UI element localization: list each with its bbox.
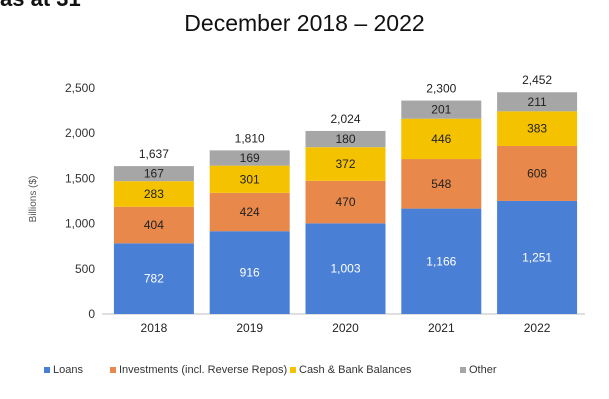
total-label: 1,637 [139,147,169,161]
total-label: 2,024 [330,112,360,126]
total-label: 2,452 [522,73,552,87]
y-tick-label: 1,500 [65,171,95,185]
data-label: 1,003 [330,262,360,276]
bar-segment [497,145,578,201]
data-label: 1,166 [426,254,456,268]
bar-segment [401,159,482,209]
y-axis-label: Billions ($) [28,176,39,223]
bars-layer [113,92,578,314]
data-label: 782 [144,272,164,286]
legend-marker [290,367,296,373]
data-label: 916 [240,266,260,280]
legend-marker [44,367,50,373]
legend-label: Cash & Bank Balances [299,364,412,376]
bar-segment [401,208,482,314]
data-label: 283 [144,187,164,201]
data-label: 169 [240,151,260,165]
bar-segment [209,165,290,193]
labels-layer: 782 404 283 167 1,637 2018 916 424 301 169 1,810 20… [139,73,553,335]
data-label: 372 [335,157,355,171]
bar-segment [113,206,194,244]
bar-segment [209,150,290,166]
x-tick-label: 2019 [236,321,263,335]
header-fragment: as at 31 [0,0,81,12]
data-label: 301 [240,172,260,186]
x-tick-label: 2020 [332,321,359,335]
data-label: 180 [335,132,355,146]
bar-segment [305,130,386,148]
bar-segment [209,231,290,314]
data-label: 404 [144,218,164,232]
bar-segment [401,118,482,160]
y-tick-label: 0 [88,307,95,321]
data-label: 608 [527,166,547,180]
data-label: 548 [431,177,451,191]
legend-label: Loans [53,364,83,376]
x-tick-label: 2021 [428,321,455,335]
bar-segment [209,192,290,232]
bar-segment [497,92,578,112]
total-label: 2,300 [426,82,456,96]
bar-segment [305,147,386,181]
data-label: 383 [527,122,547,136]
bar-segment [497,200,578,314]
data-label: 201 [431,103,451,117]
y-tick-label: 1,000 [65,217,95,231]
data-label: 167 [144,167,164,181]
bar-segment [305,180,386,224]
bar-segment [113,166,194,182]
y-tick-label: 500 [75,262,95,276]
x-tick-label: 2018 [141,321,168,335]
bar-segment [497,111,578,146]
legend: Loans Investments (incl. Reverse Repos) Ca… [44,364,497,376]
bar-segment [305,223,386,314]
data-label: 424 [240,205,260,219]
total-label: 1,810 [235,131,265,145]
legend-label: Other [469,364,497,376]
legend-marker [460,367,466,373]
y-tick-label: 2,000 [65,126,95,140]
data-label: 211 [528,95,547,109]
bar-segment [113,243,194,314]
chart-title: December 2018 – 2022 [184,10,425,36]
x-tick-label: 2022 [524,321,551,335]
data-label: 1,251 [522,250,552,264]
bar-segment [113,181,194,207]
legend-label: Investments (incl. Reverse Repos) [119,364,287,376]
bar-segment [401,100,482,119]
legend-marker [110,367,116,373]
y-tick-label: 2,500 [65,81,95,95]
data-label: 470 [335,195,355,209]
data-label: 446 [431,132,451,146]
